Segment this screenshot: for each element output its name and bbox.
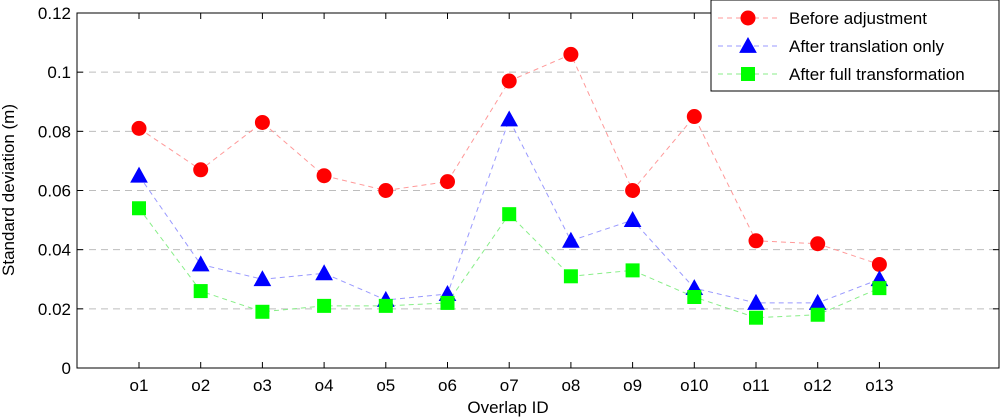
x-tick-label: o10 — [680, 376, 708, 395]
circle-marker — [686, 109, 702, 125]
square-marker — [563, 269, 578, 284]
x-tick-label: o9 — [623, 376, 642, 395]
legend-triangle-marker — [739, 36, 757, 53]
series-lines — [138, 53, 880, 319]
series-line-3 — [138, 207, 880, 319]
triangle-marker — [315, 264, 333, 281]
circle-marker — [501, 73, 517, 89]
y-tick-label: 0.04 — [38, 241, 71, 260]
circle-marker — [810, 236, 826, 252]
legend-circle-marker — [740, 10, 756, 26]
x-tick-label: o1 — [130, 376, 149, 395]
square-marker — [872, 281, 887, 296]
triangle-marker — [130, 166, 148, 183]
legend-label: After translation only — [789, 37, 944, 56]
y-axis-title: Standard deviation (m) — [0, 104, 18, 276]
y-tick-label: 0.06 — [38, 182, 71, 201]
x-tick-label: o6 — [438, 376, 457, 395]
circle-marker — [193, 162, 209, 178]
legend-label: After full transformation — [789, 65, 965, 84]
square-marker — [378, 298, 393, 313]
square-marker — [502, 207, 517, 222]
legend: Before adjustment After translation only A… — [710, 0, 1000, 92]
square-marker — [132, 201, 146, 216]
circle-marker — [748, 233, 764, 249]
circle-marker — [871, 256, 887, 272]
circle-marker — [625, 183, 641, 198]
triangle-marker — [253, 270, 272, 287]
x-tick-label: o7 — [500, 376, 519, 395]
x-axis-ticks: o1 o2 o3 o4 o5 o6 o7 o8 o9 o10 o11 o12 o13 — [130, 13, 894, 395]
x-tick-label: o3 — [253, 376, 272, 395]
circle-marker — [316, 168, 332, 184]
x-tick-label: o11 — [742, 376, 769, 395]
x-tick-label: o13 — [865, 376, 893, 395]
x-tick-label: o4 — [315, 376, 334, 395]
square-marker — [687, 290, 702, 304]
circle-marker — [254, 114, 270, 130]
triangle-marker — [562, 231, 580, 248]
x-tick-label: o8 — [561, 376, 580, 395]
triangle-marker — [191, 255, 210, 272]
legend-square-marker — [741, 67, 755, 81]
circle-marker — [131, 120, 147, 136]
y-tick-label: 0.08 — [38, 122, 71, 141]
square-marker — [193, 284, 208, 299]
square-marker — [440, 295, 455, 310]
y-tick-label: 0.02 — [38, 300, 71, 319]
y-tick-label: 0.12 — [38, 4, 71, 23]
legend-label: Before adjustment — [789, 9, 927, 28]
circle-marker — [563, 46, 579, 62]
triangle-marker — [500, 110, 519, 127]
square-marker — [255, 304, 270, 319]
triangle-marker — [747, 293, 765, 310]
triangle-marker — [808, 293, 827, 310]
y-tick-label: 0.1 — [47, 63, 71, 82]
x-tick-label: o5 — [376, 376, 395, 395]
square-marker — [317, 298, 332, 313]
x-tick-label: o2 — [191, 376, 210, 395]
square-marker — [810, 307, 825, 322]
triangle-marker — [623, 211, 642, 227]
circle-marker — [440, 174, 455, 190]
circle-marker — [378, 183, 394, 198]
series-markers — [130, 46, 889, 325]
x-axis-title: Overlap ID — [467, 398, 548, 417]
y-tick-label: 0 — [62, 359, 71, 378]
grid — [77, 71, 999, 310]
square-marker — [749, 310, 763, 325]
x-tick-label: o12 — [804, 376, 832, 395]
square-marker — [625, 263, 640, 278]
